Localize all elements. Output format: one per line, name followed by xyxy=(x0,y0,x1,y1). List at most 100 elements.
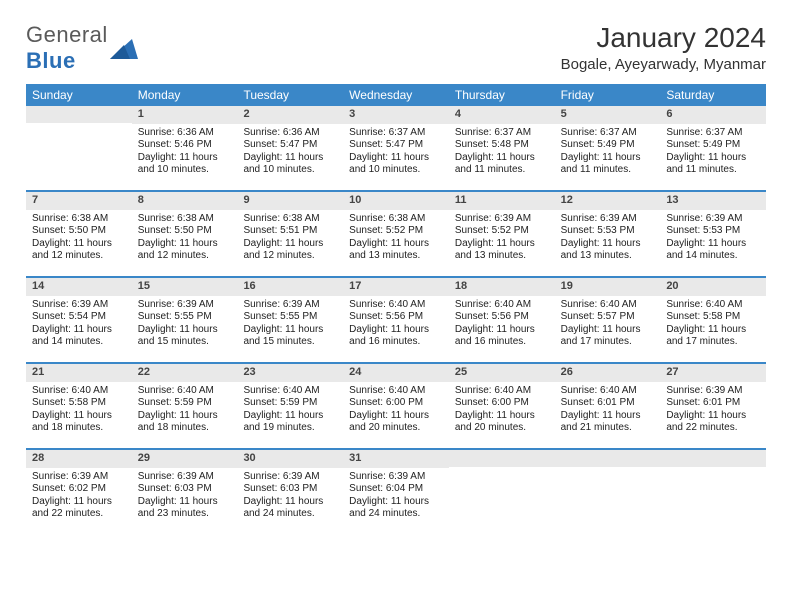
day-body: Sunrise: 6:38 AMSunset: 5:50 PMDaylight:… xyxy=(132,210,238,267)
day-body: Sunrise: 6:39 AMSunset: 5:53 PMDaylight:… xyxy=(555,210,661,267)
day-cell: 11Sunrise: 6:39 AMSunset: 5:52 PMDayligh… xyxy=(449,192,555,276)
sunrise-line: Sunrise: 6:39 AM xyxy=(32,471,126,484)
sunrise-line: Sunrise: 6:37 AM xyxy=(561,127,655,140)
day-cell: 1Sunrise: 6:36 AMSunset: 5:46 PMDaylight… xyxy=(132,106,238,190)
sunset-line: Sunset: 5:58 PM xyxy=(32,397,126,410)
sunrise-line: Sunrise: 6:38 AM xyxy=(32,213,126,226)
day-number: 30 xyxy=(237,450,343,468)
sunset-line: Sunset: 5:54 PM xyxy=(32,311,126,324)
sunrise-line: Sunrise: 6:40 AM xyxy=(32,385,126,398)
sunset-line: Sunset: 5:52 PM xyxy=(349,225,443,238)
day-cell: 25Sunrise: 6:40 AMSunset: 6:00 PMDayligh… xyxy=(449,364,555,448)
week-row: 1Sunrise: 6:36 AMSunset: 5:46 PMDaylight… xyxy=(26,106,766,192)
day-cell: 19Sunrise: 6:40 AMSunset: 5:57 PMDayligh… xyxy=(555,278,661,362)
page-title: January 2024 xyxy=(561,22,766,54)
sunrise-line: Sunrise: 6:39 AM xyxy=(666,213,760,226)
day-body: Sunrise: 6:39 AMSunset: 5:54 PMDaylight:… xyxy=(26,296,132,353)
sunrise-line: Sunrise: 6:40 AM xyxy=(561,385,655,398)
sunset-line: Sunset: 5:56 PM xyxy=(455,311,549,324)
daylight-line: Daylight: 11 hours and 24 minutes. xyxy=(349,496,443,521)
day-body: Sunrise: 6:40 AMSunset: 6:00 PMDaylight:… xyxy=(343,382,449,439)
sunrise-line: Sunrise: 6:37 AM xyxy=(349,127,443,140)
sunrise-line: Sunrise: 6:40 AM xyxy=(349,385,443,398)
daylight-line: Daylight: 11 hours and 10 minutes. xyxy=(349,152,443,177)
day-number: 15 xyxy=(132,278,238,296)
daylight-line: Daylight: 11 hours and 13 minutes. xyxy=(455,238,549,263)
daylight-line: Daylight: 11 hours and 15 minutes. xyxy=(243,324,337,349)
sunrise-line: Sunrise: 6:38 AM xyxy=(349,213,443,226)
daylight-line: Daylight: 11 hours and 10 minutes. xyxy=(243,152,337,177)
sunrise-line: Sunrise: 6:40 AM xyxy=(561,299,655,312)
sunset-line: Sunset: 6:04 PM xyxy=(349,483,443,496)
daylight-line: Daylight: 11 hours and 11 minutes. xyxy=(455,152,549,177)
day-cell: 9Sunrise: 6:38 AMSunset: 5:51 PMDaylight… xyxy=(237,192,343,276)
daylight-line: Daylight: 11 hours and 22 minutes. xyxy=(666,410,760,435)
day-number: 16 xyxy=(237,278,343,296)
daylight-line: Daylight: 11 hours and 24 minutes. xyxy=(243,496,337,521)
daylight-line: Daylight: 11 hours and 13 minutes. xyxy=(349,238,443,263)
location: Bogale, Ayeyarwady, Myanmar xyxy=(561,56,766,73)
day-body: Sunrise: 6:40 AMSunset: 5:57 PMDaylight:… xyxy=(555,296,661,353)
day-number: 28 xyxy=(26,450,132,468)
sunrise-line: Sunrise: 6:40 AM xyxy=(666,299,760,312)
sunset-line: Sunset: 5:47 PM xyxy=(243,139,337,152)
sunset-line: Sunset: 6:01 PM xyxy=(561,397,655,410)
day-body: Sunrise: 6:36 AMSunset: 5:46 PMDaylight:… xyxy=(132,124,238,181)
daylight-line: Daylight: 11 hours and 17 minutes. xyxy=(666,324,760,349)
day-cell: 30 Sunrise: 6:39 AMSunset: 6:03 PMDayligh… xyxy=(237,450,343,534)
day-cell: 27Sunrise: 6:39 AMSunset: 6:01 PMDayligh… xyxy=(660,364,766,448)
sunrise-line: Sunrise: 6:39 AM xyxy=(243,471,337,484)
sunrise-line: Sunrise: 6:39 AM xyxy=(561,213,655,226)
dow-label: Saturday xyxy=(660,84,766,106)
day-cell: 15Sunrise: 6:39 AMSunset: 5:55 PMDayligh… xyxy=(132,278,238,362)
day-cell: 16Sunrise: 6:39 AMSunset: 5:55 PMDayligh… xyxy=(237,278,343,362)
day-number: 24 xyxy=(343,364,449,382)
day-body: Sunrise: 6:39 AMSunset: 6:04 PMDaylight:… xyxy=(343,468,449,525)
sunrise-line: Sunrise: 6:38 AM xyxy=(138,213,232,226)
sunrise-line: Sunrise: 6:39 AM xyxy=(243,299,337,312)
sunrise-line: Sunrise: 6:39 AM xyxy=(138,299,232,312)
day-number: 3 xyxy=(343,106,449,124)
day-number: 31 xyxy=(343,450,449,468)
sunset-line: Sunset: 5:51 PM xyxy=(243,225,337,238)
day-cell: 21Sunrise: 6:40 AMSunset: 5:58 PMDayligh… xyxy=(26,364,132,448)
heading: January 2024 Bogale, Ayeyarwady, Myanmar xyxy=(561,22,766,73)
daylight-line: Daylight: 11 hours and 18 minutes. xyxy=(138,410,232,435)
daylight-line: Daylight: 11 hours and 12 minutes. xyxy=(243,238,337,263)
day-number xyxy=(449,450,555,467)
dow-label: Sunday xyxy=(26,84,132,106)
daylight-line: Daylight: 11 hours and 19 minutes. xyxy=(243,410,337,435)
sunset-line: Sunset: 6:00 PM xyxy=(455,397,549,410)
day-number: 26 xyxy=(555,364,661,382)
daylight-line: Daylight: 11 hours and 12 minutes. xyxy=(138,238,232,263)
sunset-line: Sunset: 6:02 PM xyxy=(32,483,126,496)
day-number: 12 xyxy=(555,192,661,210)
brand-logo: General Blue xyxy=(26,22,138,74)
sunset-line: Sunset: 6:03 PM xyxy=(243,483,337,496)
sunrise-line: Sunrise: 6:36 AM xyxy=(138,127,232,140)
day-number: 8 xyxy=(132,192,238,210)
daylight-line: Daylight: 11 hours and 16 minutes. xyxy=(455,324,549,349)
day-cell: 28Sunrise: 6:39 AMSunset: 6:02 PMDayligh… xyxy=(26,450,132,534)
day-body: Sunrise: 6:39 AMSunset: 5:52 PMDaylight:… xyxy=(449,210,555,267)
sunrise-line: Sunrise: 6:39 AM xyxy=(32,299,126,312)
day-body: Sunrise: 6:39 AMSunset: 5:55 PMDaylight:… xyxy=(237,296,343,353)
day-cell: 2Sunrise: 6:36 AMSunset: 5:47 PMDaylight… xyxy=(237,106,343,190)
sunrise-line: Sunrise: 6:40 AM xyxy=(455,299,549,312)
day-number: 5 xyxy=(555,106,661,124)
week-row: 28Sunrise: 6:39 AMSunset: 6:02 PMDayligh… xyxy=(26,450,766,534)
day-number: 11 xyxy=(449,192,555,210)
dow-label: Wednesday xyxy=(343,84,449,106)
sunset-line: Sunset: 5:50 PM xyxy=(138,225,232,238)
day-body: Sunrise: 6:39 AMSunset: 5:55 PMDaylight:… xyxy=(132,296,238,353)
day-number: 14 xyxy=(26,278,132,296)
sunset-line: Sunset: 5:55 PM xyxy=(138,311,232,324)
day-body: Sunrise: 6:40 AMSunset: 5:58 PMDaylight:… xyxy=(660,296,766,353)
day-body: Sunrise: 6:40 AMSunset: 6:00 PMDaylight:… xyxy=(449,382,555,439)
brand-text: General Blue xyxy=(26,22,108,74)
day-cell: 3Sunrise: 6:37 AMSunset: 5:47 PMDaylight… xyxy=(343,106,449,190)
day-number: 20 xyxy=(660,278,766,296)
day-cell: 31Sunrise: 6:39 AMSunset: 6:04 PMDayligh… xyxy=(343,450,449,534)
dow-label: Monday xyxy=(132,84,238,106)
brand-triangle-icon xyxy=(110,37,138,59)
